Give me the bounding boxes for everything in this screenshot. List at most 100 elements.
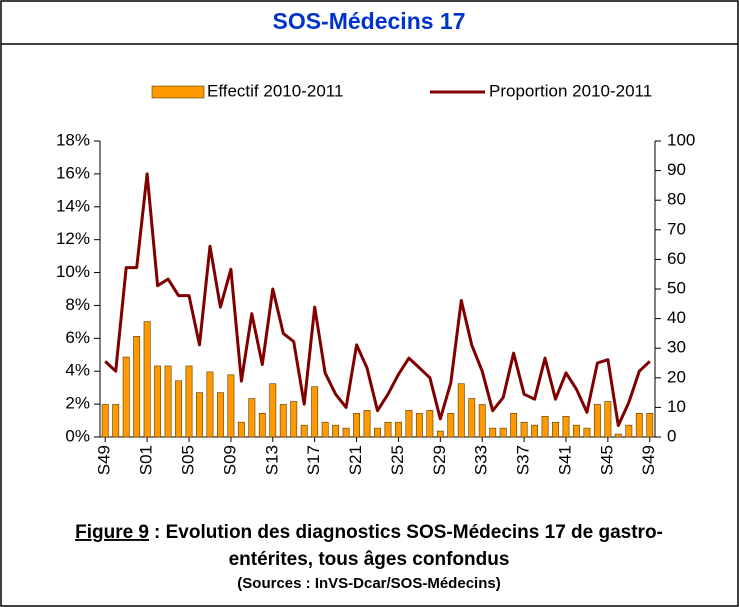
bar [405, 410, 413, 438]
legend-label: Effectif 2010-2011 [207, 81, 343, 100]
y2-tick-label: 30 [667, 338, 686, 357]
y-tick-label: 2% [65, 394, 90, 413]
bar [154, 365, 162, 438]
bar [216, 392, 224, 438]
y-tick-label: 6% [65, 328, 90, 347]
bar [353, 413, 360, 438]
bar [625, 424, 633, 438]
bar [258, 413, 266, 438]
bar [342, 427, 350, 438]
y-tick-label: 10% [56, 262, 90, 281]
bar [101, 404, 109, 438]
x-tick-label: S29 [430, 445, 449, 475]
bar [279, 404, 287, 438]
x-tick-label: S49 [95, 445, 114, 475]
bar [520, 421, 528, 438]
y2-tick-label: 80 [667, 190, 686, 209]
caption-line: Figure 9: Evolution des diagnostics SOS-… [75, 522, 663, 543]
x-tick-label: S25 [388, 445, 407, 475]
bar [531, 424, 539, 438]
y2-tick-label: 20 [667, 367, 686, 386]
bar [321, 421, 329, 438]
y2-tick-label: 100 [667, 130, 695, 149]
caption-label: Figure 9 [75, 522, 149, 543]
y2-tick-label: 40 [667, 308, 686, 327]
y-tick-label: 14% [56, 196, 90, 215]
bar [562, 415, 570, 438]
bar [332, 424, 340, 438]
x-tick-label: S17 [304, 445, 323, 475]
bar [143, 321, 151, 438]
bar [206, 371, 214, 438]
bar [593, 404, 601, 438]
y2-tick-label: 50 [667, 278, 686, 297]
y-tick-label: 16% [56, 163, 90, 182]
caption-text: : Evolution des diagnostics SOS-Médecins… [154, 522, 663, 543]
y-tick-label: 12% [56, 229, 90, 248]
y2-tick-label: 0 [667, 426, 676, 445]
bar [363, 410, 371, 438]
y2-tick-label: 10 [667, 397, 686, 416]
y2-tick-label: 90 [667, 160, 686, 179]
bar [499, 427, 507, 438]
x-tick-label: S01 [137, 445, 156, 475]
bar [541, 415, 549, 438]
legend-label: Proportion 2010-2011 [489, 81, 652, 100]
y-tick-label: 18% [56, 130, 90, 149]
x-tick-label: S49 [639, 445, 658, 475]
y-tick-label: 8% [65, 295, 90, 314]
line [104, 172, 651, 427]
bar [133, 336, 141, 438]
bar [300, 424, 308, 438]
bar [196, 392, 203, 438]
bar [457, 383, 465, 438]
bar [573, 424, 580, 438]
bar [426, 410, 434, 438]
x-tick-label: S13 [262, 445, 281, 475]
y-tick-label: 4% [65, 361, 90, 380]
bar [122, 356, 130, 438]
bar [646, 413, 654, 438]
bar [583, 427, 591, 438]
bar [489, 427, 497, 438]
bar [510, 413, 518, 438]
bar [552, 421, 559, 438]
bar [614, 433, 622, 438]
bar [478, 404, 486, 438]
bar [175, 380, 182, 438]
bar [384, 421, 392, 438]
bar [269, 383, 277, 438]
legend-swatch [151, 85, 205, 99]
x-tick-label: S37 [514, 445, 533, 475]
caption-text: entérites, tous âges confondus [229, 549, 510, 570]
y2-tick-label: 60 [667, 249, 686, 268]
bar [248, 398, 256, 438]
bar [311, 386, 319, 438]
bar [185, 365, 193, 438]
bar [395, 421, 402, 438]
bar [237, 421, 245, 438]
bar [112, 404, 120, 438]
bar [415, 413, 423, 438]
bar [290, 401, 298, 438]
caption-source: (Sources : InVS-Dcar/SOS-Médecins) [237, 575, 500, 592]
y2-tick-label: 70 [667, 219, 686, 238]
x-tick-label: S05 [178, 445, 197, 475]
bar [227, 374, 235, 438]
bar [436, 430, 444, 438]
bar [447, 413, 455, 438]
x-tick-label: S33 [472, 445, 491, 475]
bar [604, 401, 612, 438]
bar [635, 413, 643, 438]
bar [164, 365, 172, 438]
y-tick-label: 0% [65, 426, 90, 445]
bar [468, 398, 476, 438]
x-tick-label: S09 [220, 445, 239, 475]
x-tick-label: S41 [555, 445, 574, 475]
chart-title: SOS-Médecins 17 [272, 8, 465, 34]
x-tick-label: S45 [597, 445, 616, 475]
x-tick-label: S21 [346, 445, 365, 475]
bar [374, 427, 381, 438]
